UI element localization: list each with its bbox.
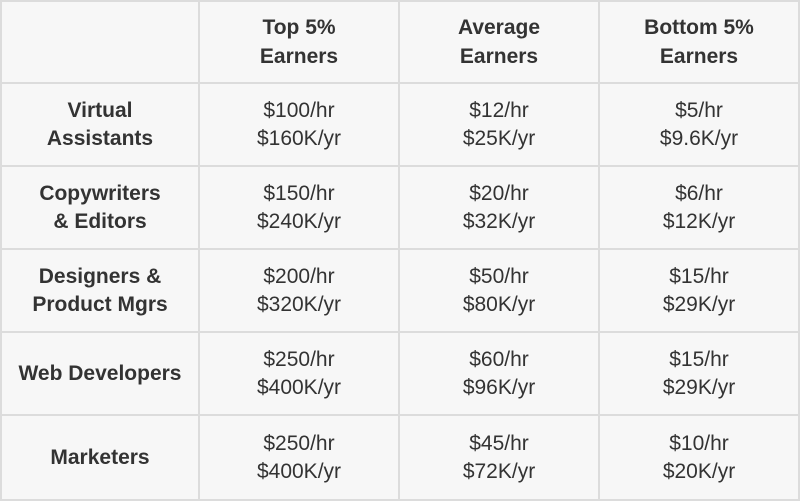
table-cell: $6/hr $12K/yr: [600, 167, 800, 250]
yearly-rate: $25K/yr: [462, 126, 536, 150]
hourly-rate: $6/hr: [675, 181, 723, 205]
table-cell: $250/hr $400K/yr: [200, 416, 400, 501]
hourly-rate: $15/hr: [669, 264, 729, 288]
row-header-designers-product-mgrs: Designers & Product Mgrs: [0, 250, 200, 333]
table-cell: $150/hr $240K/yr: [200, 167, 400, 250]
yearly-rate: $32K/yr: [462, 209, 536, 233]
yearly-rate: $160K/yr: [256, 126, 342, 150]
hourly-rate: $5/hr: [675, 98, 723, 122]
row-header-web-developers: Web Developers: [0, 333, 200, 416]
yearly-rate: $72K/yr: [462, 459, 536, 483]
table-cell: $250/hr $400K/yr: [200, 333, 400, 416]
column-header-line: Average: [457, 16, 541, 39]
row-header-marketers: Marketers: [0, 416, 200, 501]
table-cell: $20/hr $32K/yr: [400, 167, 600, 250]
column-header-average: Average Earners: [400, 0, 600, 84]
column-header-line: Top 5%: [262, 16, 336, 39]
hourly-rate: $15/hr: [669, 347, 729, 371]
yearly-rate: $96K/yr: [462, 375, 536, 399]
yearly-rate: $320K/yr: [256, 292, 342, 316]
table-cell: $5/hr $9.6K/yr: [600, 84, 800, 167]
row-header-line: Web Developers: [18, 361, 182, 385]
hourly-rate: $150/hr: [263, 181, 335, 205]
hourly-rate: $12/hr: [469, 98, 529, 122]
column-header-line: Earners: [459, 45, 539, 68]
hourly-rate: $60/hr: [469, 347, 529, 371]
column-header-top-5: Top 5% Earners: [200, 0, 400, 84]
row-header-line: Copywriters: [39, 181, 161, 205]
hourly-rate: $250/hr: [263, 347, 335, 371]
yearly-rate: $400K/yr: [256, 375, 342, 399]
hourly-rate: $100/hr: [263, 98, 335, 122]
yearly-rate: $29K/yr: [662, 292, 736, 316]
hourly-rate: $45/hr: [469, 431, 529, 455]
row-header-line: Designers &: [38, 264, 162, 288]
column-header-line: Earners: [259, 45, 339, 68]
hourly-rate: $200/hr: [263, 264, 335, 288]
table-cell: $50/hr $80K/yr: [400, 250, 600, 333]
corner-cell: [0, 0, 200, 84]
yearly-rate: $80K/yr: [462, 292, 536, 316]
table-cell: $15/hr $29K/yr: [600, 333, 800, 416]
table-cell: $60/hr $96K/yr: [400, 333, 600, 416]
row-header-virtual-assistants: Virtual Assistants: [0, 84, 200, 167]
yearly-rate: $29K/yr: [662, 375, 736, 399]
yearly-rate: $240K/yr: [256, 209, 342, 233]
column-header-bottom-5: Bottom 5% Earners: [600, 0, 800, 84]
table-cell: $15/hr $29K/yr: [600, 250, 800, 333]
row-header-copywriters-editors: Copywriters & Editors: [0, 167, 200, 250]
table-cell: $12/hr $25K/yr: [400, 84, 600, 167]
table-cell: $10/hr $20K/yr: [600, 416, 800, 501]
table-cell: $200/hr $320K/yr: [200, 250, 400, 333]
row-header-line: Assistants: [46, 126, 154, 150]
yearly-rate: $12K/yr: [662, 209, 736, 233]
hourly-rate: $50/hr: [469, 264, 529, 288]
hourly-rate: $250/hr: [263, 431, 335, 455]
yearly-rate: $9.6K/yr: [659, 126, 739, 150]
table-cell: $100/hr $160K/yr: [200, 84, 400, 167]
hourly-rate: $10/hr: [669, 431, 729, 455]
table-cell: $45/hr $72K/yr: [400, 416, 600, 501]
column-header-line: Earners: [659, 45, 739, 68]
hourly-rate: $20/hr: [469, 181, 529, 205]
row-header-line: Product Mgrs: [32, 292, 168, 316]
row-header-line: & Editors: [53, 209, 147, 233]
yearly-rate: $400K/yr: [256, 459, 342, 483]
yearly-rate: $20K/yr: [662, 459, 736, 483]
row-header-line: Marketers: [50, 445, 150, 469]
row-header-line: Virtual: [67, 98, 133, 122]
column-header-line: Bottom 5%: [644, 16, 754, 39]
